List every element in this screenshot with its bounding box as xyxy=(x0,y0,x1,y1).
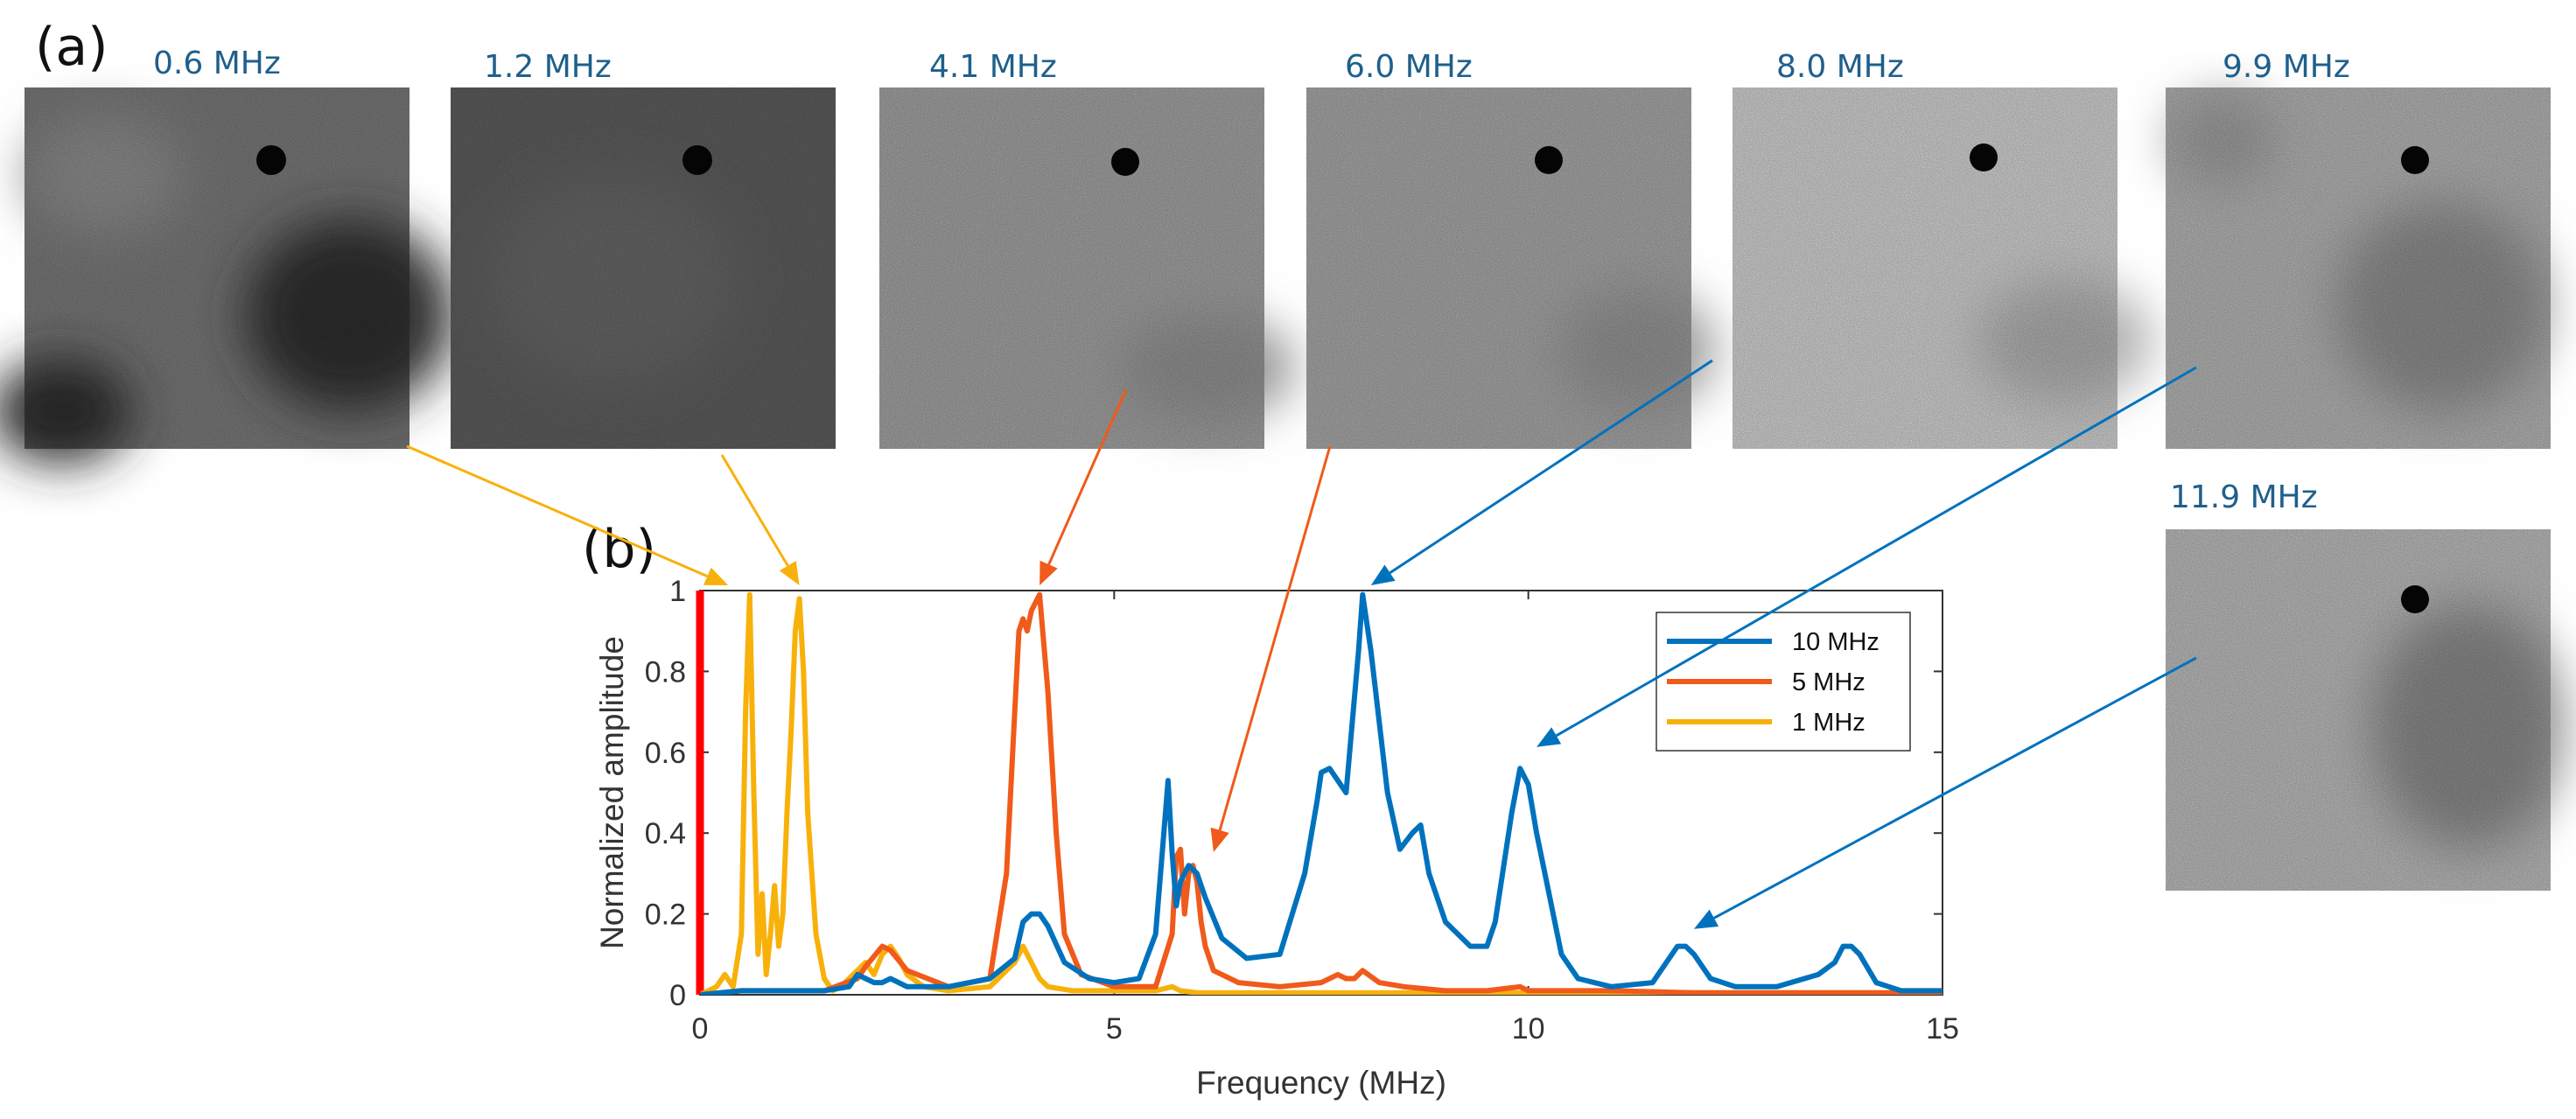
legend-label-1mhz: 1 MHz xyxy=(1792,709,1866,737)
annotation-arrows xyxy=(406,359,2197,929)
y-tick-label: 0.6 xyxy=(645,737,686,770)
scan-label-1: 1.2 MHz xyxy=(484,49,612,85)
reference-hole-marker xyxy=(2401,585,2429,613)
y-tick-label: 1 xyxy=(669,575,686,608)
legend: 10 MHz 5 MHz 1 MHz xyxy=(1656,612,1911,752)
c-scan-image xyxy=(879,87,1295,449)
annotation-arrow xyxy=(1370,359,1713,585)
series-line-10mhz xyxy=(700,591,1942,995)
series-line-5mhz xyxy=(700,591,1942,995)
reference-hole-marker xyxy=(1970,143,1998,171)
reference-hole-marker xyxy=(2401,146,2429,174)
c-scan-image xyxy=(2166,87,2551,449)
y-axis-title: Normalized amplitude xyxy=(594,636,630,949)
annotation-arrow xyxy=(406,444,729,585)
axis-ticks: 0 5 10 15 0 0.2 0.4 0.6 0.8 1 xyxy=(645,575,1959,1046)
annotation-arrow xyxy=(1694,656,2197,929)
c-scan-image xyxy=(451,87,836,449)
x-tick-label: 10 xyxy=(1512,1012,1545,1046)
scan-label-4: 8.0 MHz xyxy=(1776,49,1904,85)
x-tick-label: 15 xyxy=(1926,1012,1959,1046)
panel-label-a: (a) xyxy=(35,17,108,78)
c-scan-image xyxy=(1306,87,1715,449)
y-tick-label: 0.2 xyxy=(645,899,686,932)
legend-label-10mhz: 10 MHz xyxy=(1792,628,1880,656)
reference-hole-marker xyxy=(1535,146,1563,174)
scan-label-2: 4.1 MHz xyxy=(929,49,1057,85)
scan-label-0: 0.6 MHz xyxy=(153,45,281,81)
series-group xyxy=(700,591,1942,995)
x-axis-title: Frequency (MHz) xyxy=(1196,1065,1446,1101)
x-tick-label: 0 xyxy=(692,1012,709,1046)
y-tick-label: 0.8 xyxy=(645,655,686,689)
c-scan-image xyxy=(2166,529,2564,891)
annotation-arrow xyxy=(1536,366,2197,747)
annotation-arrow xyxy=(1040,388,1128,585)
x-tick-label: 5 xyxy=(1106,1012,1123,1046)
scan-label-5: 9.9 MHz xyxy=(2222,49,2350,85)
c-scan-image xyxy=(1732,87,2152,449)
reference-hole-marker xyxy=(682,145,712,175)
annotation-arrow xyxy=(1210,445,1332,852)
annotation-arrow xyxy=(720,454,800,585)
reference-hole-marker xyxy=(1111,148,1139,176)
legend-label-5mhz: 5 MHz xyxy=(1792,668,1866,696)
series-line-1mhz xyxy=(700,591,1942,995)
c-scan-images xyxy=(0,87,2564,891)
y-tick-label: 0.4 xyxy=(645,817,686,850)
scan-label-6: 11.9 MHz xyxy=(2170,479,2318,515)
reference-hole-marker xyxy=(256,145,286,175)
c-scan-image xyxy=(0,87,455,464)
y-tick-label: 0 xyxy=(669,979,686,1012)
scan-label-3: 6.0 MHz xyxy=(1345,49,1473,85)
